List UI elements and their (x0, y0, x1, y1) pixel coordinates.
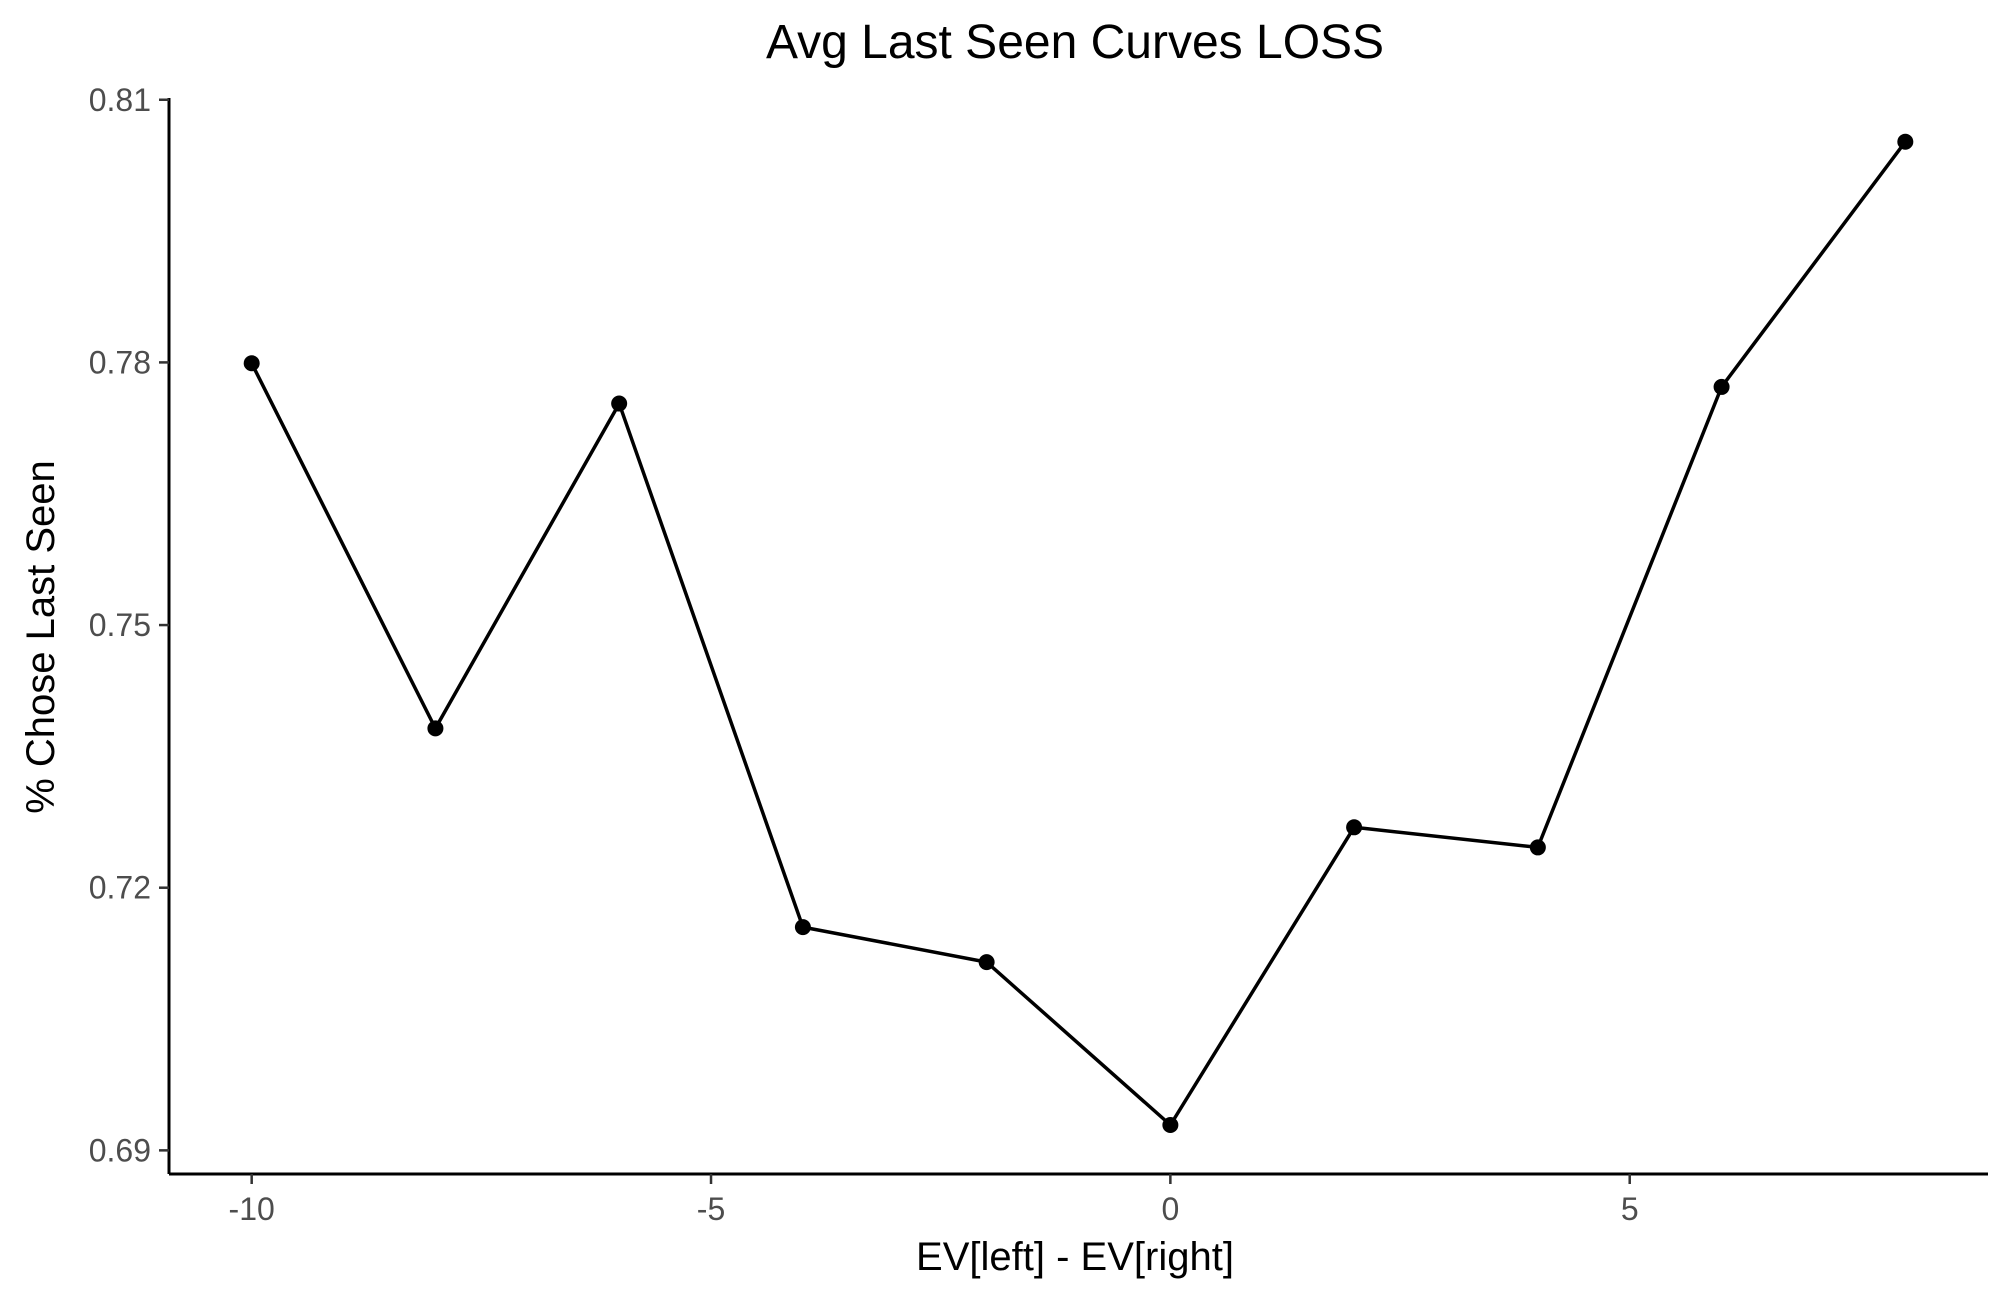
data-point (1346, 819, 1363, 836)
x-tick-label: -5 (697, 1191, 725, 1227)
data-point (427, 720, 444, 737)
y-axis-ticks: 0.69 0.72 0.75 0.78 0.81 (89, 82, 169, 1168)
data-point (1529, 839, 1546, 856)
x-axis: -10 -5 0 5 (169, 1172, 1988, 1227)
series-line (249, 140, 1908, 1127)
series-group (243, 133, 1914, 1133)
x-tick-label: -10 (229, 1191, 275, 1227)
x-tick-label: 5 (1621, 1191, 1639, 1227)
y-axis: 0.69 0.72 0.75 0.78 0.81 (89, 82, 171, 1174)
data-point (978, 954, 995, 971)
chart-title: Avg Last Seen Curves LOSS (766, 16, 1384, 69)
plot-series (243, 133, 1914, 1133)
y-tick-label: 0.78 (89, 344, 151, 380)
data-point (1162, 1116, 1179, 1133)
data-point (611, 395, 628, 412)
y-axis-title: % Chose Last Seen (19, 460, 63, 814)
data-point (1713, 378, 1730, 395)
x-tick-label: 0 (1161, 1191, 1179, 1227)
data-point (794, 919, 811, 936)
data-point (243, 355, 260, 372)
y-tick-label: 0.81 (89, 82, 151, 118)
y-tick-label: 0.72 (89, 870, 151, 906)
data-point (1897, 133, 1914, 150)
x-axis-title: EV[left] - EV[right] (916, 1235, 1234, 1279)
x-axis-ticks: -10 -5 0 5 (229, 1174, 1639, 1227)
y-tick-label: 0.75 (89, 607, 151, 643)
y-tick-label: 0.69 (89, 1132, 151, 1168)
